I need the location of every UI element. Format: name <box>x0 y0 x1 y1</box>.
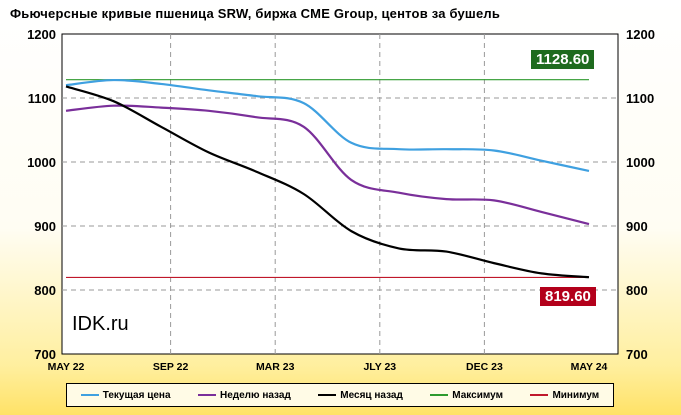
x-tick-label: JLY 23 <box>363 361 396 373</box>
x-tick-label: MAY 22 <box>48 361 85 373</box>
legend-swatch <box>197 394 216 396</box>
y-tick-label-left: 1200 <box>27 27 56 42</box>
x-tick-label: DEC 23 <box>466 361 503 373</box>
legend-month-ago: Месяц назад <box>318 390 403 401</box>
x-tick-label: MAR 23 <box>256 361 295 373</box>
plot-area <box>61 33 619 355</box>
y-tick-label-right: 1000 <box>626 155 655 170</box>
legend-label: Неделю назад <box>219 389 291 401</box>
legend-week-ago: Неделю назад <box>197 389 291 401</box>
y-tick-label-left: 1100 <box>28 91 56 106</box>
legend-swatch <box>530 394 549 396</box>
legend-minimum: Минимум <box>530 390 599 401</box>
x-tick-label: MAY 24 <box>571 361 608 373</box>
legend-label: Минимум <box>552 389 600 401</box>
watermark-text: IDK.ru <box>72 313 129 335</box>
y-tick-label-right: 900 <box>626 219 648 234</box>
chart-title: Фьючерсные кривые пшеница SRW, биржа CME… <box>10 6 501 21</box>
y-tick-label-left: 800 <box>34 283 56 298</box>
max-value-badge: 1128.60 <box>531 49 595 69</box>
week-ago-line <box>65 104 590 226</box>
y-tick-label-right: 1200 <box>626 27 655 42</box>
x-tick-label: SEP 22 <box>153 361 189 373</box>
y-tick-label-left: 700 <box>34 347 56 362</box>
min-value-badge: 819.60 <box>540 287 596 307</box>
chart-legend: Текущая цена Неделю назад Месяц назад Макси… <box>66 383 614 407</box>
y-tick-label-right: 800 <box>626 283 648 298</box>
legend-label: Текущая цена <box>102 389 171 401</box>
legend-maximum: Максимум <box>430 390 503 401</box>
y-tick-label-left: 1000 <box>27 155 56 170</box>
y-tick-label-right: 1100 <box>626 91 654 106</box>
legend-label: Максимум <box>452 389 503 401</box>
month-ago-line <box>65 85 590 279</box>
legend-swatch <box>318 394 337 396</box>
legend-label: Месяц назад <box>340 389 403 401</box>
y-tick-label-left: 900 <box>34 219 56 234</box>
legend-swatch <box>80 394 99 396</box>
y-tick-label-right: 700 <box>626 347 648 362</box>
legend-current-price: Текущая цена <box>80 389 171 401</box>
current-price-line <box>65 78 590 173</box>
legend-swatch <box>430 394 449 396</box>
